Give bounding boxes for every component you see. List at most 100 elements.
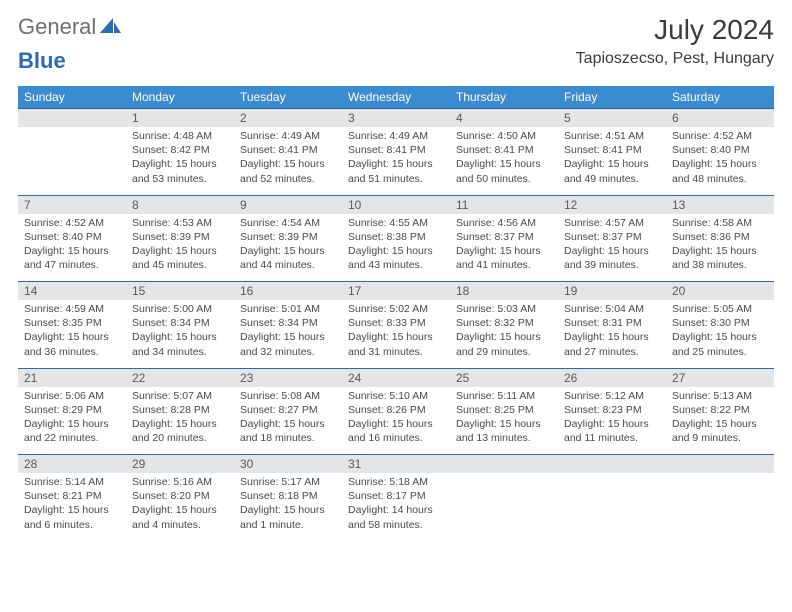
daylight-text: Daylight: 15 hours and 13 minutes.	[456, 417, 552, 445]
sunrise-text: Sunrise: 4:58 AM	[672, 216, 768, 230]
daylight-text: Daylight: 15 hours and 44 minutes.	[240, 244, 336, 272]
day-body-row: Sunrise: 4:52 AMSunset: 8:40 PMDaylight:…	[18, 214, 774, 282]
day-body-cell	[450, 473, 558, 541]
weekday-header: Friday	[558, 86, 666, 109]
sunrise-text: Sunrise: 4:56 AM	[456, 216, 552, 230]
sunset-text: Sunset: 8:34 PM	[132, 316, 228, 330]
daylight-text: Daylight: 15 hours and 11 minutes.	[564, 417, 660, 445]
sunrise-text: Sunrise: 5:02 AM	[348, 302, 444, 316]
sunrise-text: Sunrise: 5:17 AM	[240, 475, 336, 489]
day-body-cell: Sunrise: 5:06 AMSunset: 8:29 PMDaylight:…	[18, 387, 126, 455]
sunrise-text: Sunrise: 5:00 AM	[132, 302, 228, 316]
sunset-text: Sunset: 8:32 PM	[456, 316, 552, 330]
sail-icon	[100, 15, 122, 40]
day-number-row: 14151617181920	[18, 282, 774, 301]
day-body-cell: Sunrise: 4:58 AMSunset: 8:36 PMDaylight:…	[666, 214, 774, 282]
day-body-cell: Sunrise: 4:50 AMSunset: 8:41 PMDaylight:…	[450, 127, 558, 195]
day-body-cell: Sunrise: 4:57 AMSunset: 8:37 PMDaylight:…	[558, 214, 666, 282]
sunrise-text: Sunrise: 4:52 AM	[24, 216, 120, 230]
weekday-header: Saturday	[666, 86, 774, 109]
sunrise-text: Sunrise: 5:16 AM	[132, 475, 228, 489]
day-number-cell: 11	[450, 195, 558, 214]
day-body-row: Sunrise: 4:48 AMSunset: 8:42 PMDaylight:…	[18, 127, 774, 195]
weekday-header-row: SundayMondayTuesdayWednesdayThursdayFrid…	[18, 86, 774, 109]
daylight-text: Daylight: 15 hours and 4 minutes.	[132, 503, 228, 531]
sunrise-text: Sunrise: 4:55 AM	[348, 216, 444, 230]
day-body-cell: Sunrise: 5:12 AMSunset: 8:23 PMDaylight:…	[558, 387, 666, 455]
day-number-cell	[18, 109, 126, 128]
day-body-cell: Sunrise: 5:02 AMSunset: 8:33 PMDaylight:…	[342, 300, 450, 368]
day-number-cell: 16	[234, 282, 342, 301]
day-body-cell: Sunrise: 5:01 AMSunset: 8:34 PMDaylight:…	[234, 300, 342, 368]
weekday-header: Tuesday	[234, 86, 342, 109]
sunset-text: Sunset: 8:37 PM	[564, 230, 660, 244]
day-body-cell: Sunrise: 5:16 AMSunset: 8:20 PMDaylight:…	[126, 473, 234, 541]
day-body-cell: Sunrise: 5:04 AMSunset: 8:31 PMDaylight:…	[558, 300, 666, 368]
day-body-cell: Sunrise: 4:53 AMSunset: 8:39 PMDaylight:…	[126, 214, 234, 282]
day-number-cell: 5	[558, 109, 666, 128]
sunrise-text: Sunrise: 5:03 AM	[456, 302, 552, 316]
day-body-row: Sunrise: 4:59 AMSunset: 8:35 PMDaylight:…	[18, 300, 774, 368]
sunset-text: Sunset: 8:39 PM	[240, 230, 336, 244]
daylight-text: Daylight: 15 hours and 9 minutes.	[672, 417, 768, 445]
daylight-text: Daylight: 15 hours and 25 minutes.	[672, 330, 768, 358]
day-body-cell: Sunrise: 4:48 AMSunset: 8:42 PMDaylight:…	[126, 127, 234, 195]
day-body-cell	[18, 127, 126, 195]
sunset-text: Sunset: 8:37 PM	[456, 230, 552, 244]
sunset-text: Sunset: 8:40 PM	[24, 230, 120, 244]
day-body-cell: Sunrise: 4:55 AMSunset: 8:38 PMDaylight:…	[342, 214, 450, 282]
daylight-text: Daylight: 15 hours and 53 minutes.	[132, 157, 228, 185]
sunset-text: Sunset: 8:26 PM	[348, 403, 444, 417]
day-number-cell: 27	[666, 368, 774, 387]
day-body-cell: Sunrise: 4:59 AMSunset: 8:35 PMDaylight:…	[18, 300, 126, 368]
sunrise-text: Sunrise: 5:07 AM	[132, 389, 228, 403]
day-number-cell: 1	[126, 109, 234, 128]
day-body-cell: Sunrise: 4:56 AMSunset: 8:37 PMDaylight:…	[450, 214, 558, 282]
day-body-cell: Sunrise: 5:11 AMSunset: 8:25 PMDaylight:…	[450, 387, 558, 455]
day-number-cell	[450, 455, 558, 474]
day-number-cell: 19	[558, 282, 666, 301]
day-number-cell: 29	[126, 455, 234, 474]
daylight-text: Daylight: 15 hours and 43 minutes.	[348, 244, 444, 272]
day-body-cell	[558, 473, 666, 541]
sunrise-text: Sunrise: 5:18 AM	[348, 475, 444, 489]
daylight-text: Daylight: 15 hours and 50 minutes.	[456, 157, 552, 185]
sunset-text: Sunset: 8:39 PM	[132, 230, 228, 244]
sunset-text: Sunset: 8:28 PM	[132, 403, 228, 417]
weekday-header: Monday	[126, 86, 234, 109]
day-body-cell: Sunrise: 5:05 AMSunset: 8:30 PMDaylight:…	[666, 300, 774, 368]
daylight-text: Daylight: 15 hours and 1 minute.	[240, 503, 336, 531]
day-number-cell: 13	[666, 195, 774, 214]
sunrise-text: Sunrise: 4:48 AM	[132, 129, 228, 143]
daylight-text: Daylight: 15 hours and 51 minutes.	[348, 157, 444, 185]
sunrise-text: Sunrise: 5:14 AM	[24, 475, 120, 489]
sunset-text: Sunset: 8:36 PM	[672, 230, 768, 244]
sunset-text: Sunset: 8:41 PM	[456, 143, 552, 157]
day-number-cell: 17	[342, 282, 450, 301]
day-number-cell: 30	[234, 455, 342, 474]
day-body-row: Sunrise: 5:14 AMSunset: 8:21 PMDaylight:…	[18, 473, 774, 541]
weekday-header: Sunday	[18, 86, 126, 109]
sunset-text: Sunset: 8:20 PM	[132, 489, 228, 503]
brand-part2: Blue	[18, 48, 66, 73]
day-body-cell: Sunrise: 4:49 AMSunset: 8:41 PMDaylight:…	[234, 127, 342, 195]
sunset-text: Sunset: 8:27 PM	[240, 403, 336, 417]
sunrise-text: Sunrise: 5:11 AM	[456, 389, 552, 403]
sunrise-text: Sunrise: 5:12 AM	[564, 389, 660, 403]
day-body-cell: Sunrise: 5:18 AMSunset: 8:17 PMDaylight:…	[342, 473, 450, 541]
sunset-text: Sunset: 8:41 PM	[564, 143, 660, 157]
day-number-row: 28293031	[18, 455, 774, 474]
day-number-row: 21222324252627	[18, 368, 774, 387]
daylight-text: Daylight: 15 hours and 34 minutes.	[132, 330, 228, 358]
day-number-cell: 23	[234, 368, 342, 387]
day-body-cell: Sunrise: 4:49 AMSunset: 8:41 PMDaylight:…	[342, 127, 450, 195]
daylight-text: Daylight: 15 hours and 47 minutes.	[24, 244, 120, 272]
sunrise-text: Sunrise: 5:01 AM	[240, 302, 336, 316]
day-number-cell: 2	[234, 109, 342, 128]
day-number-cell: 7	[18, 195, 126, 214]
day-number-cell: 8	[126, 195, 234, 214]
sunset-text: Sunset: 8:34 PM	[240, 316, 336, 330]
sunset-text: Sunset: 8:41 PM	[240, 143, 336, 157]
day-number-cell: 3	[342, 109, 450, 128]
daylight-text: Daylight: 15 hours and 6 minutes.	[24, 503, 120, 531]
